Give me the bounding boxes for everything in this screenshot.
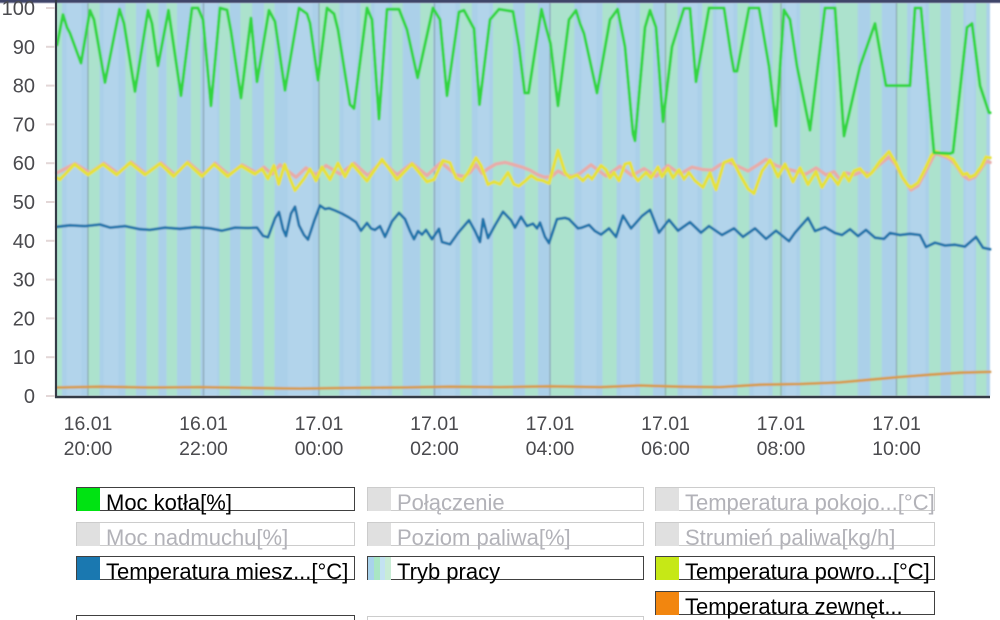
svg-text:20: 20 xyxy=(13,308,35,330)
svg-text:17.01: 17.01 xyxy=(526,413,575,435)
svg-text:30: 30 xyxy=(13,270,35,292)
svg-text:17.01: 17.01 xyxy=(641,413,690,435)
svg-text:70: 70 xyxy=(13,114,35,136)
svg-text:00:00: 00:00 xyxy=(295,438,344,460)
svg-text:90: 90 xyxy=(13,37,35,59)
svg-text:04:00: 04:00 xyxy=(526,438,575,460)
svg-text:17.01: 17.01 xyxy=(757,413,806,435)
svg-text:100: 100 xyxy=(2,0,35,20)
svg-text:16.01: 16.01 xyxy=(179,413,228,435)
svg-text:22:00: 22:00 xyxy=(179,438,228,460)
svg-text:17.01: 17.01 xyxy=(410,413,459,435)
svg-text:60: 60 xyxy=(13,153,35,175)
svg-text:10:00: 10:00 xyxy=(872,438,921,460)
svg-text:10: 10 xyxy=(13,347,35,369)
svg-text:02:00: 02:00 xyxy=(410,438,459,460)
svg-text:08:00: 08:00 xyxy=(757,438,806,460)
svg-text:20:00: 20:00 xyxy=(64,438,113,460)
svg-text:06:00: 06:00 xyxy=(641,438,690,460)
svg-text:16.01: 16.01 xyxy=(64,413,113,435)
svg-text:0: 0 xyxy=(24,386,35,408)
svg-text:17.01: 17.01 xyxy=(295,413,344,435)
svg-text:17.01: 17.01 xyxy=(872,413,921,435)
svg-text:80: 80 xyxy=(13,76,35,98)
svg-text:50: 50 xyxy=(13,192,35,214)
svg-text:40: 40 xyxy=(13,231,35,253)
